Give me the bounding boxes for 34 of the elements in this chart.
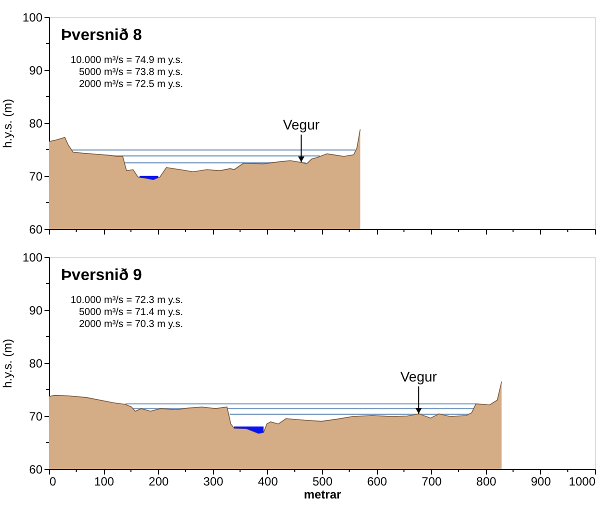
x-tick-label: 100 bbox=[94, 474, 114, 488]
y-tick-label: 100 bbox=[22, 250, 43, 264]
x-tick-label: 900 bbox=[530, 474, 552, 488]
annotation: 10.000 m³/s = 72.3 m y.s. bbox=[70, 295, 183, 306]
y-tick-label: 80 bbox=[29, 116, 43, 130]
text: Þversnið 8 bbox=[61, 27, 142, 44]
y-tick-label: 80 bbox=[29, 356, 43, 370]
x-tick-label: 700 bbox=[422, 474, 442, 488]
x-tick-label: 0 bbox=[50, 474, 56, 488]
text: Þversnið 9 bbox=[61, 267, 142, 284]
annotation: 5000 m³/s = 71.4 m y.s. bbox=[78, 307, 183, 318]
x-tick-label: 800 bbox=[476, 474, 497, 488]
y-axis-title: h.y.s. (m) bbox=[0, 338, 14, 388]
annotation: 5000 m³/s = 73.8 m y.s. bbox=[78, 67, 183, 78]
y-tick-label: 60 bbox=[29, 462, 43, 476]
y-tick-label: 60 bbox=[29, 222, 43, 236]
annotation: 2000 m³/s = 70.3 m y.s. bbox=[78, 319, 183, 330]
annotation: 2000 m³/s = 72.5 m y.s. bbox=[78, 79, 183, 90]
x-axis-title: metrar bbox=[304, 488, 342, 502]
annotation: 10.000 m³/s = 74.9 m y.s. bbox=[70, 55, 183, 66]
x-tick-label: 500 bbox=[312, 474, 333, 488]
x-tick-label: 200 bbox=[148, 474, 170, 488]
y-tick-label: 90 bbox=[29, 64, 43, 78]
y-tick-label: 70 bbox=[29, 170, 43, 184]
y-tick-label: 70 bbox=[29, 410, 43, 424]
y-tick-label: 100 bbox=[22, 10, 43, 24]
x-tick-label: 300 bbox=[203, 474, 224, 488]
y-axis-title: h.y.s. (m) bbox=[0, 98, 14, 148]
y-tick-label: 90 bbox=[29, 304, 43, 318]
x-tick-label: 400 bbox=[258, 474, 278, 488]
annotation: Vegur bbox=[400, 368, 438, 384]
annotation: Vegur bbox=[282, 116, 320, 133]
x-tick-label: 1000 bbox=[568, 474, 596, 488]
x-tick-label: 600 bbox=[367, 474, 388, 488]
